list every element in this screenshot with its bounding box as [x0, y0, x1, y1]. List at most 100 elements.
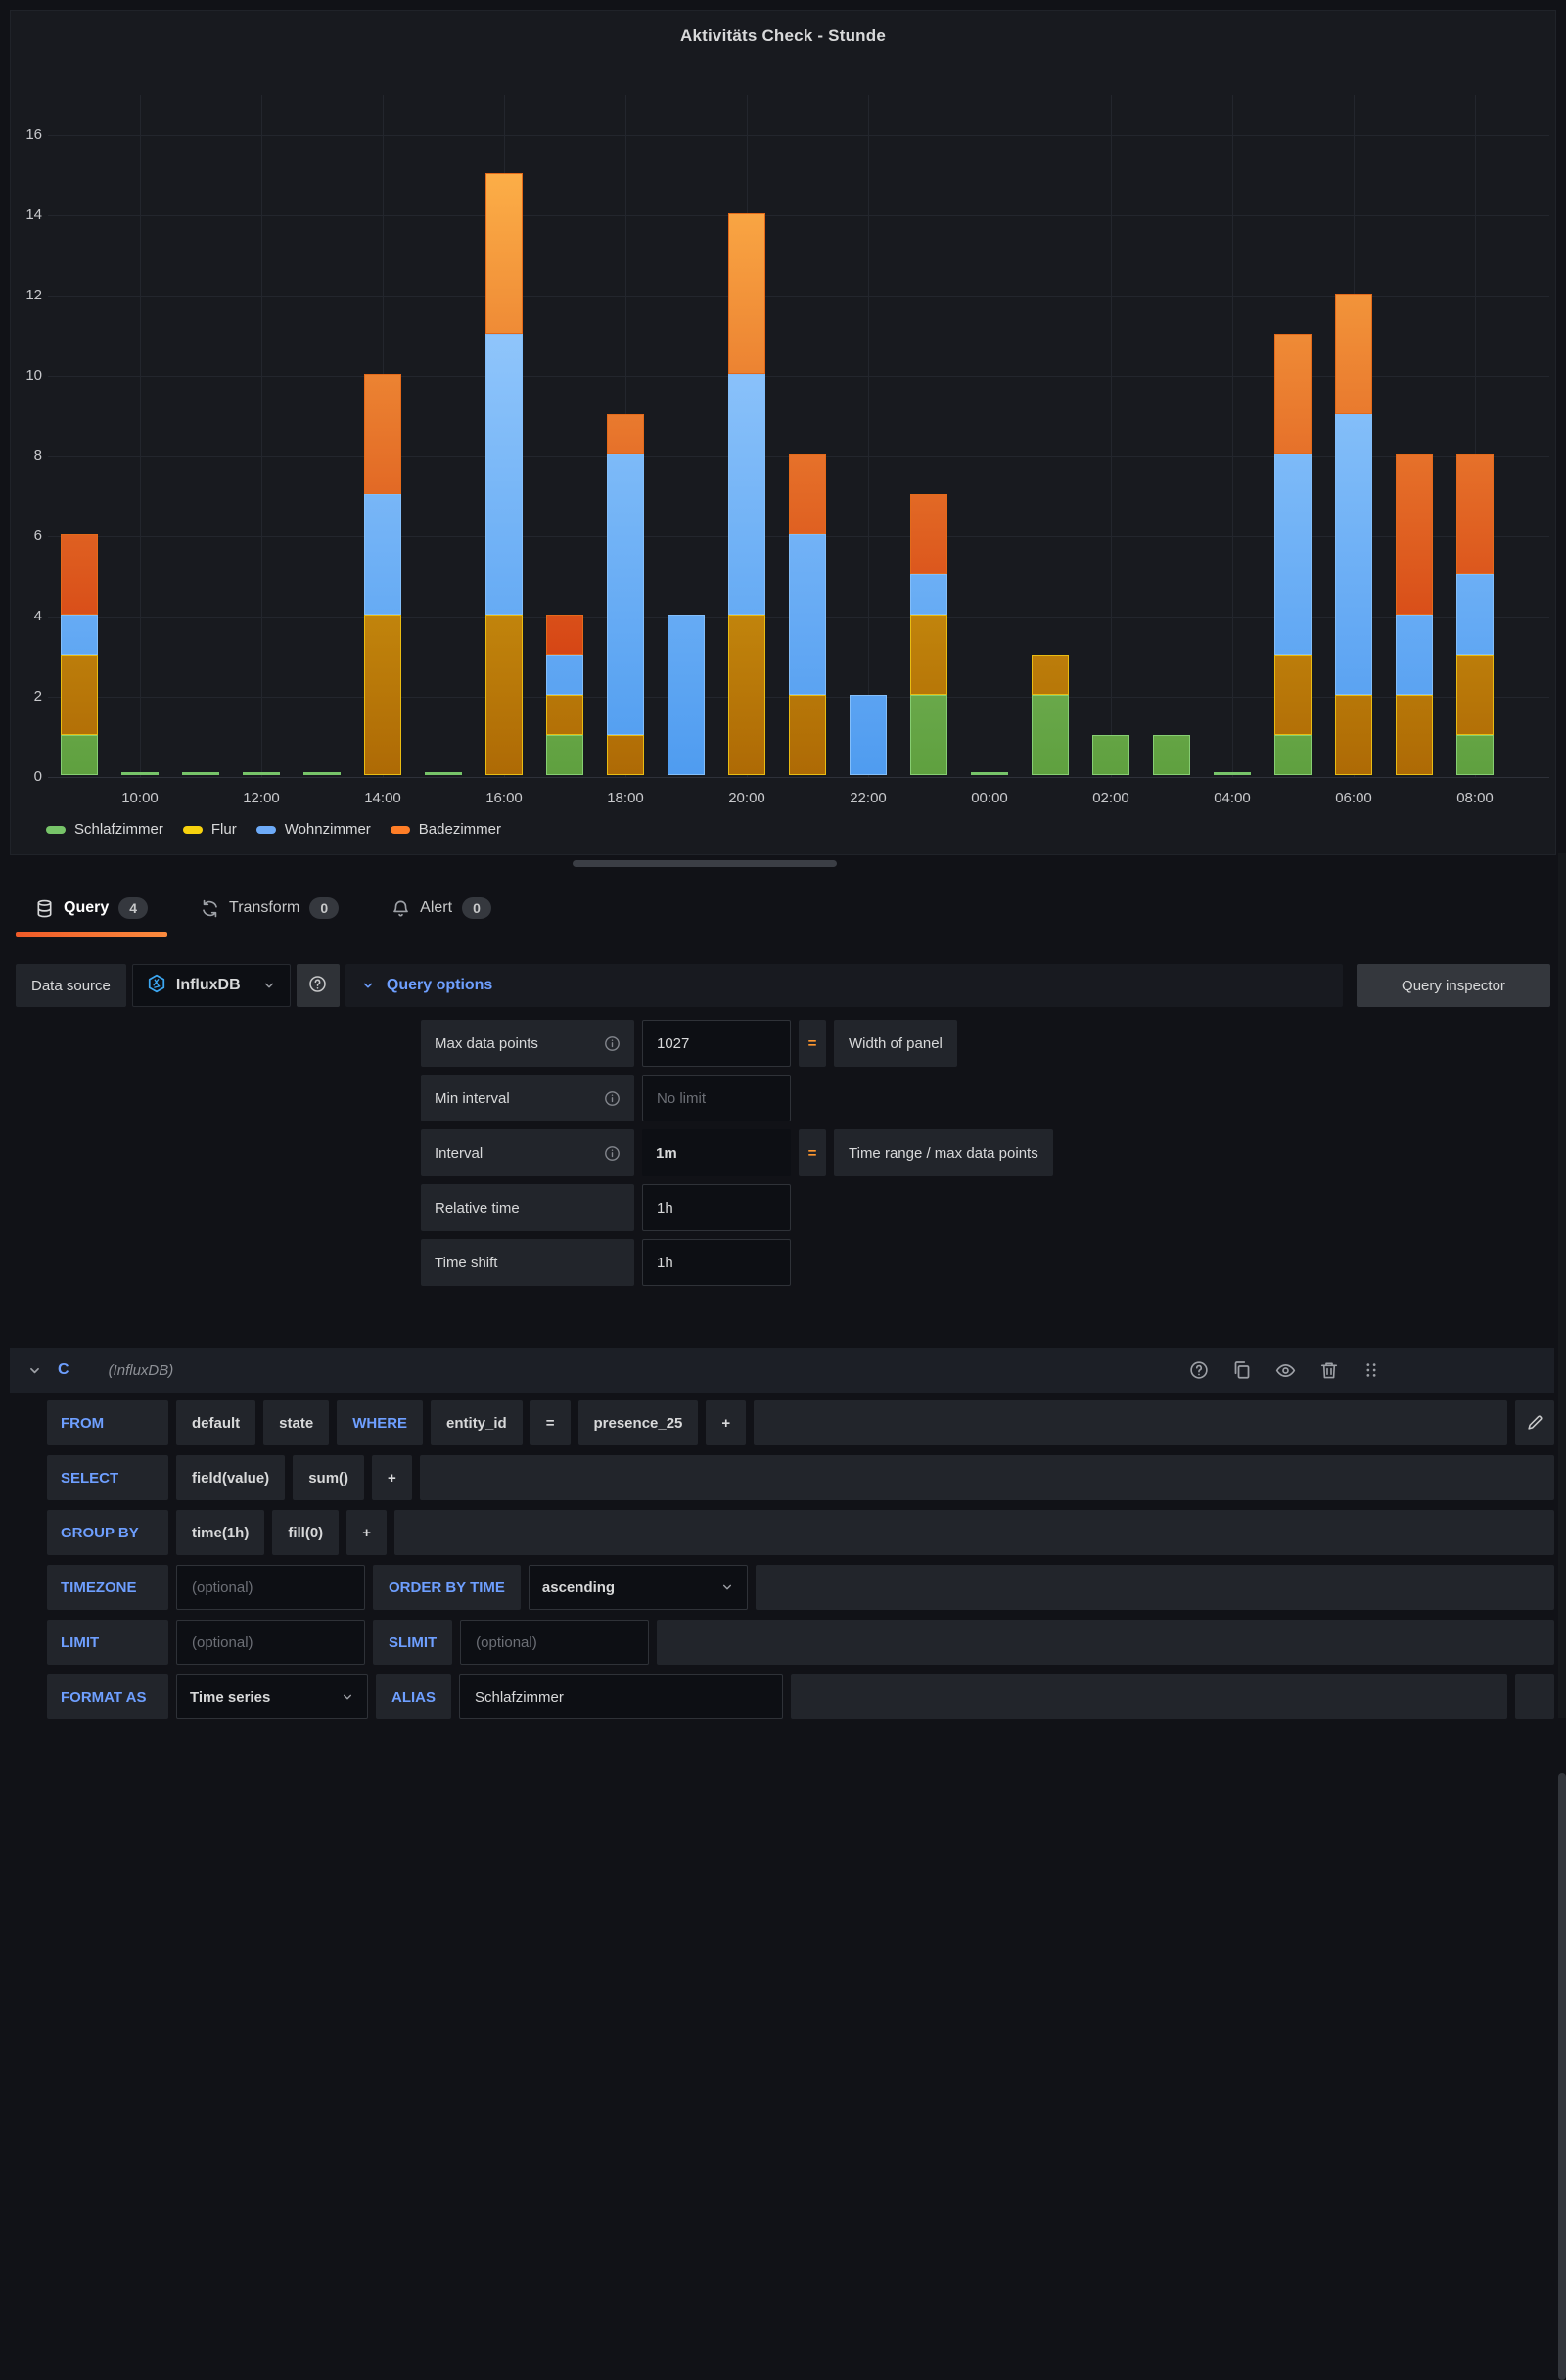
- legend-item-badezimmer[interactable]: Badezimmer: [391, 821, 501, 838]
- bar-segment-flur: [1456, 655, 1494, 735]
- vertical-scrollbar-track[interactable]: [1558, 853, 1566, 1718]
- query-part[interactable]: =: [530, 1400, 571, 1445]
- query-c-header: C (InfluxDB): [10, 1348, 1554, 1393]
- query-part[interactable]: +: [706, 1400, 746, 1445]
- bar-segment-schlafzimmer: [1274, 735, 1312, 775]
- qo-value-interval[interactable]: 1m: [642, 1129, 791, 1176]
- copy-icon[interactable]: [1232, 1360, 1252, 1380]
- gridline-v: [868, 95, 869, 777]
- query-part[interactable]: presence_25: [578, 1400, 699, 1445]
- bar-segment-wohnzimmer: [728, 374, 765, 615]
- query-options-toggle[interactable]: Query options: [345, 964, 1343, 1007]
- info-icon: [604, 1035, 621, 1052]
- x-axis-tick-label: 16:00: [473, 789, 535, 808]
- keyword-from: FROM: [47, 1400, 168, 1445]
- qo-note: Time range / max data points: [834, 1129, 1053, 1176]
- query-part[interactable]: time(1h): [176, 1510, 264, 1555]
- eye-icon[interactable]: [1275, 1360, 1296, 1381]
- legend-item-schlafzimmer[interactable]: Schlafzimmer: [46, 821, 163, 838]
- horizontal-scrollbar-thumb[interactable]: [573, 860, 837, 867]
- query-part[interactable]: +: [372, 1455, 412, 1500]
- query-refid[interactable]: C: [58, 1361, 69, 1379]
- row-filler: [394, 1510, 1554, 1555]
- query-part[interactable]: field(value): [176, 1455, 285, 1500]
- legend-item-flur[interactable]: Flur: [183, 821, 237, 838]
- alias-input[interactable]: Schlafzimmer: [459, 1674, 783, 1719]
- query-select[interactable]: Time series: [176, 1674, 368, 1719]
- keyword-limit: LIMIT: [47, 1620, 168, 1665]
- qo-input-min-interval[interactable]: No limit: [642, 1075, 791, 1121]
- query-select[interactable]: ascending: [529, 1565, 748, 1610]
- chevron-down-icon[interactable]: [27, 1363, 42, 1378]
- legend-swatch-icon: [46, 826, 66, 834]
- row-end-button[interactable]: [1515, 1674, 1554, 1719]
- x-axis-tick-label: 04:00: [1201, 789, 1264, 808]
- info-icon: [604, 1090, 621, 1107]
- query-part[interactable]: fill(0): [272, 1510, 339, 1555]
- bar-segment-flur: [364, 615, 401, 775]
- bar-segment-badezimmer: [485, 173, 523, 334]
- gridline-h: [48, 376, 1549, 377]
- trash-icon[interactable]: [1319, 1360, 1339, 1380]
- query-input[interactable]: (optional): [176, 1620, 365, 1665]
- x-axis-tick-label: 02:00: [1080, 789, 1142, 808]
- grip-icon[interactable]: [1362, 1361, 1380, 1379]
- legend-label: Flur: [211, 821, 237, 838]
- query-inspector-button[interactable]: Query inspector: [1357, 964, 1550, 1007]
- equals-badge: =: [799, 1129, 826, 1176]
- query-part[interactable]: entity_id: [431, 1400, 523, 1445]
- x-axis-tick-label: 00:00: [958, 789, 1021, 808]
- qo-label-max-data-points: Max data points: [421, 1020, 634, 1067]
- datasource-help-button[interactable]: [297, 964, 340, 1007]
- row-filler: [756, 1565, 1554, 1610]
- vertical-scrollbar-thumb[interactable]: [1558, 1773, 1566, 2380]
- bar-segment-flur: [1032, 655, 1069, 695]
- query-part[interactable]: +: [346, 1510, 387, 1555]
- query-part[interactable]: state: [263, 1400, 329, 1445]
- query-input[interactable]: (optional): [460, 1620, 649, 1665]
- gridline-h: [48, 215, 1549, 216]
- bar-segment-flur: [607, 735, 644, 775]
- help-icon[interactable]: [1189, 1360, 1209, 1380]
- gridline-v: [140, 95, 141, 777]
- qo-input-time-shift[interactable]: 1h: [642, 1239, 791, 1286]
- qo-input-max-data-points[interactable]: 1027: [642, 1020, 791, 1067]
- datasource-name: InfluxDB: [176, 977, 241, 994]
- bar-02:00: [1092, 735, 1129, 775]
- qo-input-relative-time[interactable]: 1h: [642, 1184, 791, 1231]
- gridline-v: [1111, 95, 1112, 777]
- bar-segment-badezimmer: [607, 414, 644, 454]
- qo-label-relative-time: Relative time: [421, 1184, 634, 1231]
- bar-15:00: [425, 772, 462, 775]
- bar-segment-schlafzimmer: [910, 695, 947, 775]
- legend-label: Wohnzimmer: [285, 821, 371, 838]
- bar-segment-wohnzimmer: [364, 494, 401, 615]
- legend-swatch-icon: [183, 826, 203, 834]
- bar-segment-badezimmer: [364, 374, 401, 494]
- query-header-actions: [1189, 1360, 1380, 1381]
- query-part[interactable]: default: [176, 1400, 255, 1445]
- pencil-icon[interactable]: [1515, 1400, 1554, 1445]
- legend-item-wohnzimmer[interactable]: Wohnzimmer: [256, 821, 371, 838]
- bar-segment-badezimmer: [728, 213, 765, 374]
- bar-segment-badezimmer: [910, 494, 947, 574]
- bar-segment-wohnzimmer: [485, 334, 523, 615]
- bar-segment-badezimmer: [1456, 454, 1494, 574]
- keyword-select: SELECT: [47, 1455, 168, 1500]
- bar-segment-badezimmer: [546, 615, 583, 655]
- bar-07:00: [1396, 454, 1433, 775]
- bar-segment-schlafzimmer: [61, 735, 98, 775]
- datasource-picker[interactable]: InfluxDB: [132, 964, 291, 1007]
- bar-segment-wohnzimmer: [850, 695, 887, 775]
- query-input[interactable]: (optional): [176, 1565, 365, 1610]
- bar-23:00: [910, 494, 947, 775]
- bar-06:00: [1335, 294, 1372, 775]
- qo-label-time-shift: Time shift: [421, 1239, 634, 1286]
- x-axis-tick-label: 08:00: [1444, 789, 1506, 808]
- chevron-down-icon: [720, 1580, 734, 1594]
- query-part[interactable]: sum(): [293, 1455, 364, 1500]
